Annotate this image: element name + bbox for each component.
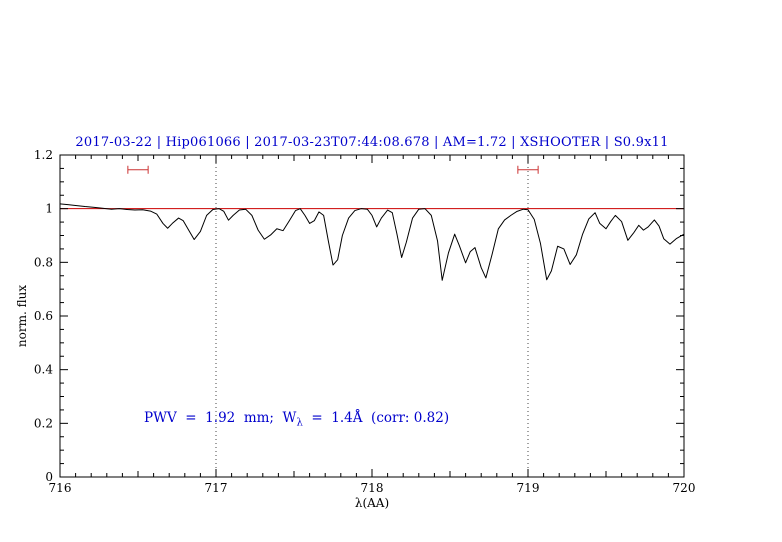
spectrum-line [59, 203, 685, 281]
y-tick-label: 0.2 [34, 416, 53, 430]
x-tick-label: 718 [361, 481, 384, 495]
x-tick-label: 717 [205, 481, 228, 495]
y-tick-label: 1.2 [34, 148, 53, 162]
pwv-annotation-suffix: = 1.4Å (corr: 0.82) [302, 410, 450, 426]
plot-title: 2017-03-22 | Hip061066 | 2017-03-23T07:4… [75, 135, 669, 150]
y-tick-label: 0 [45, 470, 53, 484]
x-tick-label: 719 [517, 481, 540, 495]
y-axis-label: norm. flux [15, 284, 29, 348]
x-tick-label: 716 [49, 481, 72, 495]
y-tick-label: 0.6 [34, 309, 53, 323]
plot-frame [59, 154, 685, 478]
pwv-annotation-lambda-sub: λ [296, 417, 303, 429]
y-tick-label: 0.8 [34, 255, 53, 269]
y-tick-label: 1 [45, 202, 53, 216]
x-tick-label: 720 [673, 481, 696, 495]
pwv-annotation-prefix: PWV = 1.92 mm; W [144, 410, 297, 426]
y-tick-label: 0.4 [34, 363, 53, 377]
pwv-annotation: PWV = 1.92 mm; Wλ = 1.4Å (corr: 0.82) [144, 410, 449, 429]
x-axis-label: λ(AA) [354, 496, 390, 510]
